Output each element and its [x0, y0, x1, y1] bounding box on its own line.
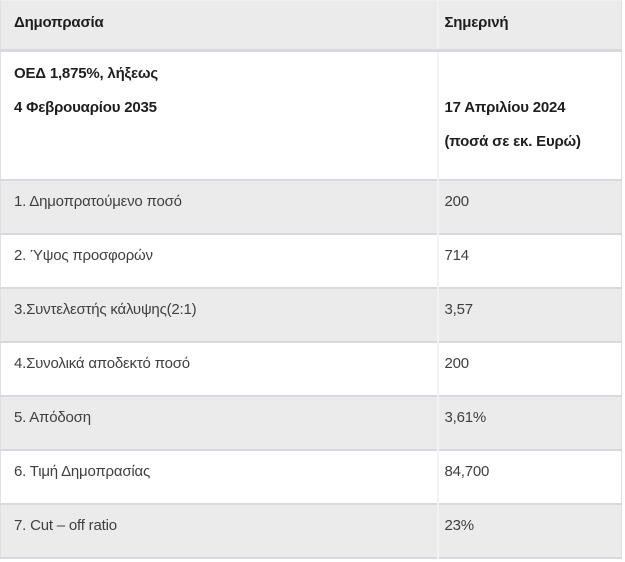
- table-header-row: Δημοπρασία Σημερινή: [0, 0, 622, 51]
- table-row: 2. Ύψος προσφορών 714: [0, 234, 622, 288]
- header-cell-current: Σημερινή: [444, 14, 509, 31]
- amounts-unit-note: (ποσά σε εκ. Ευρώ): [444, 133, 582, 150]
- table-row: 6. Τιμή Δημοπρασίας 84,700: [0, 450, 622, 504]
- row-value: 714: [444, 247, 470, 264]
- row-value: 23%: [444, 517, 475, 534]
- row-value: 84,700: [444, 463, 490, 480]
- table-row: 5. Απόδοση 3,61%: [0, 396, 622, 450]
- row-label: 3.Συντελεστής κάλυψης(2:1): [0, 288, 439, 342]
- bond-description-cell: ΟΕΔ 1,875%, λήξεως 4 Φεβρουαρίου 2035: [0, 50, 439, 180]
- row-label: 6. Τιμή Δημοπρασίας: [0, 450, 439, 504]
- header-cell-auction: Δημοπρασία: [0, 0, 439, 51]
- row-value: 3,57: [444, 301, 474, 318]
- row-label: 1. Δημοπρατούμενο ποσό: [0, 180, 439, 234]
- bond-name: ΟΕΔ 1,875%, λήξεως: [14, 65, 159, 82]
- row-label: 2. Ύψος προσφορών: [0, 234, 439, 288]
- row-value: 3,61%: [444, 409, 487, 426]
- row-value: 200: [444, 193, 470, 210]
- table-row: 3.Συντελεστής κάλυψης(2:1) 3,57: [0, 288, 622, 342]
- bond-info-row: ΟΕΔ 1,875%, λήξεως 4 Φεβρουαρίου 2035 17…: [0, 50, 622, 181]
- table-row: 1. Δημοπρατούμενο ποσό 200: [0, 180, 622, 234]
- row-label: 5. Απόδοση: [0, 396, 439, 450]
- table-row: 4.Συνολικά αποδεκτό ποσό 200: [0, 342, 622, 396]
- table-body: 1. Δημοπρατούμενο ποσό 200 2. Ύψος προσφ…: [0, 180, 622, 558]
- auction-date-cell: 17 Απριλίου 2024 (ποσά σε εκ. Ευρώ): [438, 51, 622, 181]
- row-label: 7. Cut – off ratio: [0, 504, 439, 558]
- bond-maturity: 4 Φεβρουαρίου 2035: [14, 99, 157, 116]
- auction-date: 17 Απριλίου 2024: [444, 99, 566, 116]
- table-row: 7. Cut – off ratio 23%: [0, 504, 622, 558]
- row-label: 4.Συνολικά αποδεκτό ποσό: [0, 342, 439, 396]
- row-value: 200: [444, 355, 470, 372]
